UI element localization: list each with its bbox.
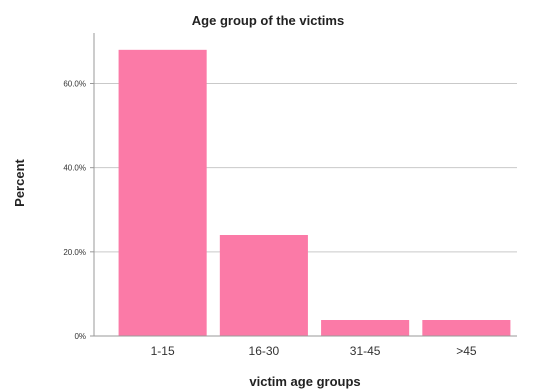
x-tick-label: 16-30: [249, 344, 280, 358]
bars: [118, 49, 511, 336]
x-tick-label: >45: [456, 344, 477, 358]
bar-2: [219, 235, 308, 336]
bar-1: [118, 49, 207, 336]
bar-3: [321, 320, 410, 336]
x-tick-label: 31-45: [350, 344, 381, 358]
y-tick-label: 40.0%: [63, 164, 86, 173]
x-tick-label: 1-15: [151, 344, 175, 358]
x-tick-labels: 1-15 16-30 31-45 >45: [151, 344, 477, 358]
chart-title: Age group of the victims: [192, 13, 344, 28]
bar-4: [422, 320, 511, 336]
axes: [90, 33, 517, 337]
y-tick-label: 0%: [74, 332, 86, 341]
y-tick-label: 20.0%: [63, 248, 86, 257]
x-axis-title: victim age groups: [249, 374, 360, 389]
y-tick-labels: 0% 20.0% 40.0% 60.0%: [63, 80, 86, 342]
y-tick-label: 60.0%: [63, 80, 86, 89]
y-axis-title: Percent: [12, 158, 27, 206]
